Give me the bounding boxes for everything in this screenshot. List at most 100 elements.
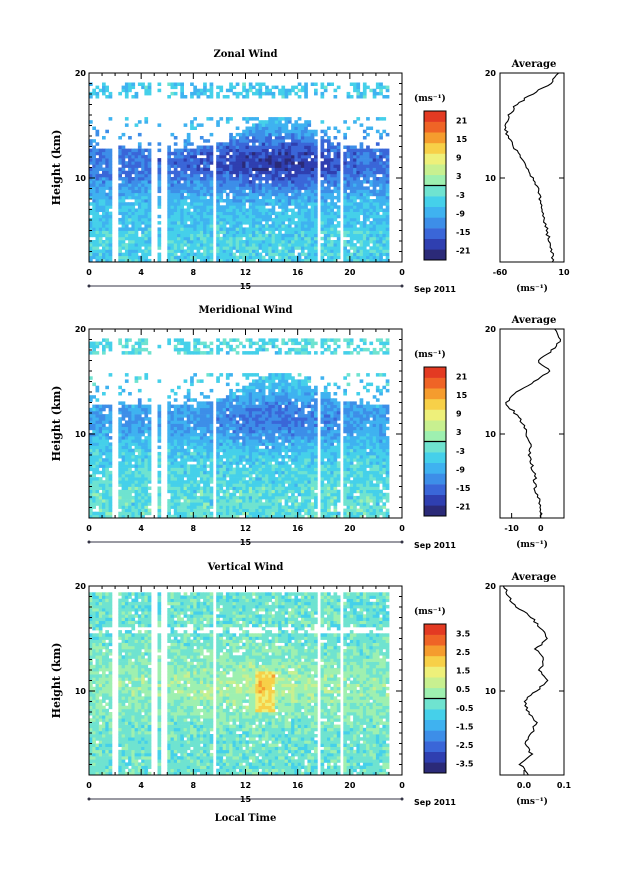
heatmap-cell [121,442,126,446]
heatmap-cell [294,233,299,238]
heatmap-cell [193,499,197,503]
heatmap-cell [134,492,139,497]
heatmap-cell [167,202,171,206]
heatmap-cell [141,455,145,459]
heatmap-cell [265,136,269,140]
heatmap-cell [124,117,129,121]
heatmap-cell [128,236,132,241]
heatmap-cell [356,258,361,263]
heatmap-cell [190,451,194,456]
heatmap-cell [271,132,276,137]
heatmap-cell [235,236,240,241]
heatmap-cell [382,95,387,99]
heatmap-cell [255,236,259,241]
heatmap-cell [235,511,240,516]
heatmap-cell [203,243,207,247]
heatmap-cell [118,243,122,247]
heatmap-cell [239,243,243,247]
heatmap-cell [297,148,302,153]
heatmap-cell [307,170,312,175]
heatmap-cell [219,148,224,153]
heatmap-cell [245,139,250,143]
heatmap-cell [333,180,338,184]
heatmap-cell [235,173,240,178]
heatmap-cell [186,508,191,513]
heatmap-cell [278,249,282,253]
heatmap-cell [291,192,295,197]
heatmap-cell [216,404,220,409]
heatmap-cell [124,495,129,500]
heatmap-cell [157,158,162,162]
heatmap-cell [102,192,106,197]
heatmap-cell [206,502,211,506]
heatmap-cell [121,255,126,260]
heatmap-cell [369,249,374,253]
heatmap-cell [284,161,289,165]
heatmap-cell [118,233,122,238]
heatmap-cell [183,344,188,349]
heatmap-cell [271,211,276,216]
heatmap-cell [222,464,227,468]
heatmap-cell [265,91,269,96]
heatmap-cell [190,464,194,468]
heatmap-cell [235,214,240,219]
heatmap-cell [144,180,149,184]
heatmap-cell [385,240,390,244]
heatmap-cell [261,132,266,137]
heatmap-cell [297,117,302,121]
heatmap-cell [98,183,103,187]
heatmap-cell [248,132,253,137]
heatmap-cell [190,417,194,421]
heatmap-cell [372,246,377,250]
heatmap-cell [359,148,364,153]
heatmap-cell [177,464,181,468]
heatmap-cell [186,499,191,503]
heatmap-cell [261,170,266,175]
heatmap-cell [183,511,188,516]
heatmap-cell [333,183,338,187]
heatmap-cell [203,480,207,484]
heatmap-cell [304,186,308,190]
heatmap-cell [284,246,289,250]
heatmap-cell [346,240,351,244]
heatmap-cell [89,139,93,143]
heatmap-cell [193,470,197,475]
heatmap-cell [323,221,328,225]
heatmap-cell [330,258,334,263]
heatmap-cell [102,436,106,440]
heatmap-cell [147,508,152,513]
heatmap-cell [167,249,171,253]
heatmap-cell [382,202,387,206]
heatmap-cell [141,82,145,86]
heatmap-cell [131,211,136,216]
heatmap-cell [216,495,220,500]
heatmap-cell [242,211,246,216]
heatmap-cell [95,240,100,244]
heatmap-cell [274,186,279,190]
heatmap-cell [281,88,286,93]
heatmap-cell [170,455,175,459]
heatmap-cell [98,205,103,209]
heatmap-cell [144,177,149,181]
heatmap-cell [327,258,331,263]
heatmap-cell [170,423,175,427]
heatmap-cell [92,186,96,190]
heatmap-cell [346,199,351,203]
heatmap-cell [108,514,113,519]
heatmap-cell [177,221,181,225]
heatmap-cell [141,158,145,162]
heatmap-cell [108,436,113,440]
heatmap-cell [105,129,109,134]
heatmap-cell [304,217,308,222]
heatmap-cell [137,429,142,434]
heatmap-cell [333,88,338,93]
heatmap-cell [346,230,351,234]
heatmap-cell [336,154,341,159]
heatmap-cell [177,151,181,156]
heatmap-cell [235,483,240,487]
heatmap-cell [216,344,220,349]
heatmap-cell [102,243,106,247]
heatmap-cell [108,502,113,506]
heatmap-cell [320,151,325,156]
heatmap-cell [199,470,204,475]
